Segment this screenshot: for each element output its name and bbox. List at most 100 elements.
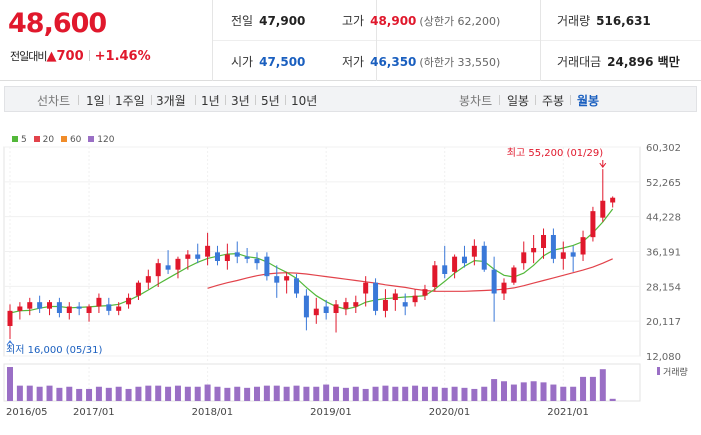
volume-bar (342, 387, 349, 401)
divider (109, 95, 110, 105)
open-price: 시가 47,500 (231, 53, 305, 70)
volume-bar (333, 386, 340, 401)
up-arrow-icon: ▲ (46, 49, 57, 64)
y-tick-label: 52,265 (646, 178, 681, 189)
candle-body (590, 211, 596, 238)
low-price: 저가 46,350 (하한가 33,550) (342, 53, 500, 70)
volume-bar (501, 381, 507, 401)
candle-body (56, 302, 62, 314)
high-value: 48,900 (370, 14, 417, 28)
prev-close-label: 전일 (231, 14, 254, 28)
tab-1y[interactable]: 1년 (201, 94, 220, 108)
volume-bar (580, 376, 587, 401)
divider (540, 0, 541, 81)
volume-bar (570, 386, 577, 401)
ma20-label: 20 (42, 135, 55, 145)
candle-body (116, 306, 122, 311)
candle-body (224, 254, 230, 261)
volume-bar (194, 386, 201, 401)
ma20-swatch (33, 136, 40, 142)
volume-bar (66, 386, 73, 401)
ma5-swatch (12, 136, 18, 142)
tab-daily[interactable]: 일봉 (507, 94, 530, 108)
tab-3m[interactable]: 3개월 (156, 94, 186, 108)
quote-panel: 48,600 전일대비▲700 +1.46% 전일 47,900 고가 48,900(… (0, 0, 701, 81)
candle-body (86, 306, 92, 314)
x-tick-label: 2017/01 (73, 407, 115, 418)
tab-3y[interactable]: 3년 (231, 94, 250, 108)
volume-bar (263, 385, 270, 401)
y-tick-label: 28,154 (646, 282, 681, 293)
y-tick-label: 36,191 (646, 248, 681, 259)
ma120-swatch (88, 136, 95, 142)
candle-body (96, 297, 102, 307)
volume-bar (7, 367, 13, 401)
divider (88, 50, 90, 61)
volume-legend-swatch (657, 367, 660, 375)
volume-bar (224, 387, 231, 401)
tab-1d[interactable]: 1일 (86, 94, 105, 108)
candle-body (303, 295, 309, 318)
y-tick-label: 20,117 (646, 317, 681, 328)
candle-body (333, 304, 339, 314)
volume-bar (589, 376, 596, 401)
change-amount: 700 (56, 49, 84, 64)
x-tick-label: 2018/01 (192, 407, 234, 418)
candle-body (373, 282, 379, 311)
volume-bar (155, 385, 162, 401)
max-price-annotation: 최고 55,200 (01/29) (507, 147, 603, 159)
change-row: 전일대비▲700 +1.46% (10, 48, 151, 64)
volume-bar (135, 386, 142, 401)
tab-1w[interactable]: 1주일 (115, 94, 145, 108)
volume-value: 516,631 (596, 14, 651, 28)
x-tick-label: 2020/01 (429, 407, 471, 418)
x-tick-label: 2016/05 (6, 407, 48, 418)
volume-bar (491, 379, 498, 401)
tab-10y[interactable]: 10년 (291, 94, 318, 108)
candle-body (442, 265, 448, 274)
candle-body (541, 234, 547, 248)
low-label: 저가 (342, 55, 365, 69)
candle-body (422, 289, 428, 296)
volume-bar (16, 385, 23, 401)
volume-bar (471, 388, 478, 401)
candle-chart-label: 봉차트 (459, 94, 493, 108)
candle-body (76, 306, 82, 309)
volume-bar (510, 384, 517, 401)
divider (255, 95, 256, 105)
divider (78, 95, 79, 105)
candle-body (66, 306, 72, 314)
volume-bar (76, 388, 83, 401)
candle-body (27, 302, 33, 309)
y-tick-label: 44,228 (646, 213, 681, 224)
change-label: 전일대비 (10, 50, 47, 63)
volume-bar (451, 386, 458, 401)
volume-bar (412, 385, 419, 401)
min-price-annotation: 최저 16,000 (05/31) (6, 344, 102, 356)
candle-body (165, 265, 171, 270)
candle-body (531, 247, 537, 253)
prev-close-value: 47,900 (259, 14, 306, 28)
y-tick-label: 60,302 (646, 143, 681, 154)
volume-bar (283, 386, 290, 401)
tab-weekly[interactable]: 주봉 (542, 94, 565, 108)
candle-body (205, 245, 211, 257)
candle-body (7, 310, 13, 327)
candle-body (195, 254, 201, 259)
tab-monthly[interactable]: 월봉 (577, 94, 600, 108)
tab-5y[interactable]: 5년 (261, 94, 280, 108)
volume-bar (372, 386, 379, 401)
upper-limit: (상한가 62,200) (419, 15, 501, 28)
lower-limit: (하한가 33,550) (419, 56, 501, 69)
volume-bar (46, 385, 53, 401)
candle-body (511, 267, 517, 283)
divider (285, 95, 286, 105)
candle-body (501, 282, 507, 294)
candle-body (244, 256, 250, 259)
divider (570, 95, 571, 105)
max-arrow-icon (599, 160, 607, 168)
candle-body (550, 234, 556, 259)
volume-bar (36, 386, 43, 401)
volume-bar (461, 387, 468, 401)
